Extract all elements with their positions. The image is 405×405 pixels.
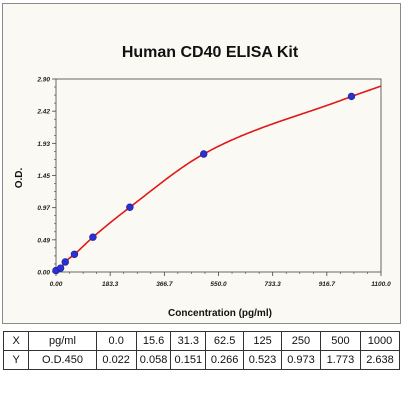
unit-cell: pg/ml — [28, 331, 97, 351]
y-axis-label: O.D. — [14, 168, 25, 189]
value-cell: 250 — [280, 331, 321, 351]
fit-curve — [55, 85, 382, 272]
value-cell: 0.973 — [280, 350, 321, 370]
data-point — [200, 150, 208, 158]
value-cell: 0.0 — [95, 331, 137, 351]
y-tick-label: 1.45 — [37, 173, 50, 180]
row-header-cell: Y — [2, 350, 30, 370]
axis-ticks: 0.00 183.3 366.7 550.0 733.3 916.7 1100.0 0.00 0… — [36, 77, 391, 289]
data-point — [126, 203, 134, 211]
x-axis-label: Concentration (pg/ml) — [168, 308, 272, 319]
y-tick-label: 1.93 — [37, 141, 50, 148]
data-point — [347, 92, 356, 101]
unit-cell: O.D.450 — [28, 350, 97, 370]
x-tick-label: 916.7 — [319, 281, 336, 288]
value-cell: 1000 — [359, 331, 401, 351]
x-tick-label: 366.7 — [156, 281, 173, 288]
value-cell: 31.3 — [170, 331, 207, 351]
row-header-cell: X — [2, 331, 30, 351]
plot-area — [55, 78, 382, 273]
y-tick-label: 0.97 — [37, 205, 50, 212]
y-tick-label: 0.49 — [37, 237, 50, 244]
chart-title: Human CD40 ELISA Kit — [122, 44, 299, 61]
value-cell: 0.151 — [170, 350, 207, 370]
x-tick-label: 0.00 — [50, 281, 63, 288]
data-points — [52, 92, 356, 275]
data-point — [61, 258, 69, 266]
data-point — [89, 233, 97, 241]
value-cell: 0.523 — [243, 350, 282, 370]
value-cell: 125 — [243, 331, 282, 351]
x-tick-label: 1100.0 — [371, 281, 391, 288]
data-point — [70, 250, 79, 258]
value-cell: 2.638 — [359, 350, 401, 370]
value-cell: 500 — [319, 331, 361, 351]
table-row-y: Y O.D.450 0.022 0.058 0.151 0.266 0.523 0.973 1.… — [2, 350, 401, 370]
elisa-chart: Human CD40 ELISA Kit O.D. Concentration … — [14, 44, 391, 319]
value-cell: 1.773 — [319, 350, 361, 370]
x-tick-label: 550.0 — [210, 281, 227, 288]
value-cell: 62.5 — [205, 331, 245, 351]
value-cell: 15.6 — [135, 331, 172, 351]
value-cell: 0.266 — [205, 350, 245, 370]
x-tick-label: 733.3 — [265, 281, 282, 288]
y-tick-label: 0.00 — [37, 270, 50, 277]
value-cell: 0.058 — [135, 350, 172, 370]
value-cell: 0.022 — [95, 350, 137, 370]
x-tick-label: 183.3 — [102, 281, 119, 288]
data-point — [56, 264, 65, 272]
y-tick-label: 2.42 — [36, 109, 50, 116]
y-tick-label: 2.90 — [36, 77, 50, 84]
